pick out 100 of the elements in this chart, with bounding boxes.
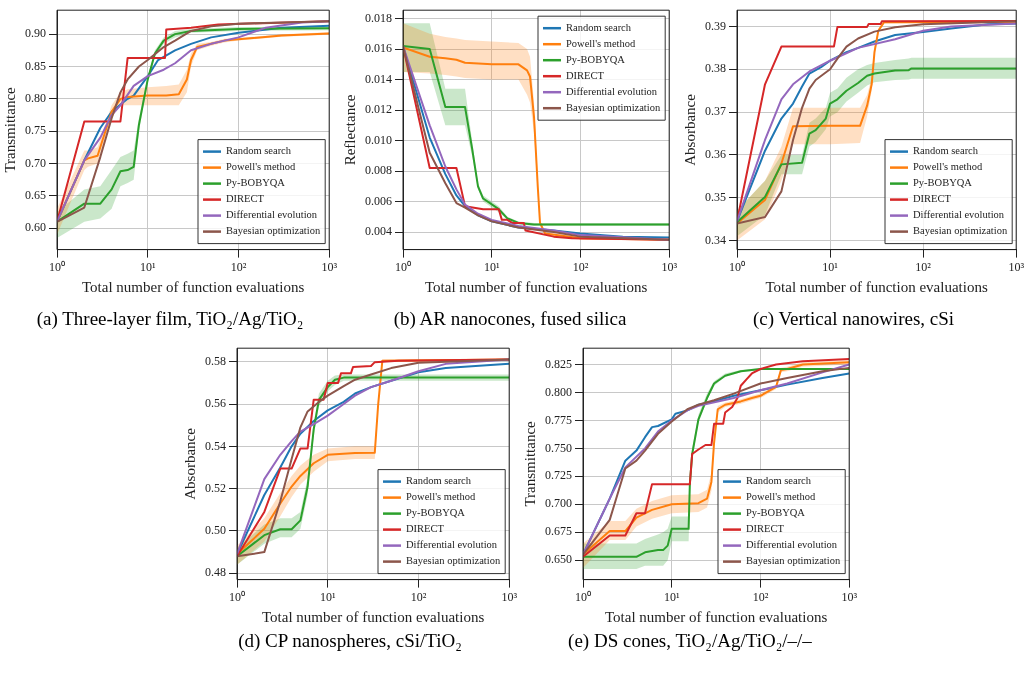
y-tick-label: 0.006 bbox=[365, 193, 392, 208]
y-axis-title: Transmittance bbox=[521, 420, 538, 507]
legend-label: DIRECT bbox=[406, 523, 445, 535]
y-tick-label: 0.65 bbox=[25, 188, 46, 203]
text: (b) AR nanocones, fused silica bbox=[392, 308, 628, 330]
x-tick-label: 10⁰ bbox=[49, 259, 65, 274]
text: (e) DS cones, TiO₂/Ag/TiO₂/–/– bbox=[567, 630, 813, 652]
y-tick-label: 0.75 bbox=[25, 123, 46, 138]
y-axis-title: Absorbance bbox=[681, 93, 698, 166]
y-tick-label: 0.700 bbox=[545, 496, 572, 511]
x-axis-title: Total number of function evaluations bbox=[604, 608, 828, 625]
y-tick-label: 0.004 bbox=[365, 224, 392, 239]
legend-label: DIRECT bbox=[913, 193, 952, 205]
legend-label: DIRECT bbox=[746, 523, 785, 535]
y-tick-label: 0.36 bbox=[705, 147, 726, 162]
y-tick-label: 0.80 bbox=[25, 91, 46, 105]
y-tick-label: 0.37 bbox=[705, 104, 726, 119]
x-axis-title: Total number of function evaluations bbox=[261, 608, 485, 625]
legend-label: Random search bbox=[913, 145, 979, 157]
y-tick-label: 0.34 bbox=[705, 232, 726, 247]
x-axis-title: Total number of function evaluations bbox=[424, 278, 648, 295]
legend-label: Bayesian optimization bbox=[913, 225, 1008, 237]
legend-label: DIRECT bbox=[566, 69, 605, 81]
x-tick-label: 10² bbox=[752, 589, 769, 604]
y-tick-label: 0.750 bbox=[545, 440, 572, 455]
y-tick-label: 0.90 bbox=[25, 26, 46, 41]
y-tick-label: 0.800 bbox=[545, 384, 572, 399]
y-tick-label: 0.018 bbox=[365, 10, 392, 25]
legend-label: Differential evolution bbox=[566, 85, 658, 97]
x-tick-label: 10² bbox=[572, 259, 589, 274]
y-tick-label: 0.014 bbox=[365, 71, 392, 86]
legend-label: Py-BOBYQA bbox=[566, 53, 626, 65]
legend-label: Powell's method bbox=[226, 161, 297, 173]
x-tick-label: 10² bbox=[410, 589, 427, 604]
y-axis-title: Reflectance bbox=[341, 94, 358, 166]
text: (a) Three-layer film, TiO₂/Ag/TiO₂ bbox=[35, 308, 305, 330]
x-tick-label: 10³ bbox=[501, 589, 518, 604]
y-tick-label: 0.50 bbox=[205, 523, 226, 538]
y-tick-label: 0.012 bbox=[365, 102, 392, 117]
legend-label: Powell's method bbox=[406, 491, 477, 503]
x-tick-label: 10³ bbox=[321, 259, 338, 274]
legend-label: Differential evolution bbox=[226, 209, 318, 221]
y-tick-label: 0.650 bbox=[545, 552, 572, 567]
legend-label: Random search bbox=[566, 21, 632, 33]
y-tick-label: 0.35 bbox=[705, 189, 726, 204]
y-tick-label: 0.54 bbox=[205, 438, 226, 453]
x-tick-label: 10¹ bbox=[139, 259, 156, 274]
x-tick-label: 10² bbox=[915, 259, 932, 274]
legend-label: Differential evolution bbox=[406, 539, 498, 551]
x-axis-title: Total number of function evaluations bbox=[81, 278, 305, 295]
legend-label: Bayesian optimization bbox=[226, 225, 321, 237]
y-tick-label: 0.010 bbox=[365, 132, 392, 147]
y-tick-label: 0.60 bbox=[25, 220, 46, 235]
y-tick-label: 0.39 bbox=[705, 18, 726, 33]
y-tick-label: 0.56 bbox=[205, 396, 226, 411]
legend-label: Differential evolution bbox=[913, 209, 1005, 221]
x-tick-label: 10⁰ bbox=[229, 589, 245, 604]
x-tick-label: 10³ bbox=[661, 259, 678, 274]
y-tick-label: 0.48 bbox=[205, 565, 226, 580]
x-tick-label: 10¹ bbox=[822, 259, 839, 274]
y-tick-label: 0.58 bbox=[205, 353, 226, 368]
legend-label: Bayesian optimization bbox=[566, 101, 661, 113]
text: (c) Vertical nanowires, cSi bbox=[751, 308, 956, 330]
y-tick-label: 0.725 bbox=[545, 468, 572, 483]
y-tick-label: 0.775 bbox=[545, 412, 572, 427]
legend-label: Py-BOBYQA bbox=[406, 507, 466, 519]
legend-label: Py-BOBYQA bbox=[226, 177, 286, 189]
legend-label: Random search bbox=[746, 475, 812, 487]
legend-label: Bayesian optimization bbox=[746, 555, 841, 567]
legend-label: Random search bbox=[226, 145, 292, 157]
legend-label: DIRECT bbox=[226, 193, 265, 205]
y-tick-label: 0.70 bbox=[25, 155, 46, 170]
x-tick-label: 10⁰ bbox=[395, 259, 411, 274]
x-tick-label: 10¹ bbox=[663, 589, 680, 604]
x-tick-label: 10³ bbox=[1008, 259, 1025, 274]
x-tick-label: 10⁰ bbox=[729, 259, 745, 274]
legend-label: Differential evolution bbox=[746, 539, 838, 551]
y-tick-label: 0.52 bbox=[205, 480, 226, 495]
y-tick-label: 0.825 bbox=[545, 356, 572, 371]
legend-label: Random search bbox=[406, 475, 472, 487]
legend-label: Powell's method bbox=[566, 37, 637, 49]
x-axis-title: Total number of function evaluations bbox=[765, 278, 988, 295]
x-tick-label: 10³ bbox=[841, 589, 858, 604]
y-axis-title: Absorbance bbox=[181, 427, 198, 500]
y-tick-label: 0.675 bbox=[545, 524, 572, 539]
legend-label: Powell's method bbox=[746, 491, 817, 503]
y-tick-label: 0.016 bbox=[365, 41, 392, 56]
y-tick-label: 0.38 bbox=[705, 61, 726, 76]
legend-label: Bayesian optimization bbox=[406, 555, 501, 567]
text: (d) CP nanospheres, cSi/TiO₂ bbox=[237, 630, 463, 652]
y-tick-label: 0.85 bbox=[25, 58, 46, 73]
legend-label: Py-BOBYQA bbox=[746, 507, 806, 519]
x-tick-label: 10¹ bbox=[483, 259, 500, 274]
y-tick-label: 0.008 bbox=[365, 163, 392, 178]
x-tick-label: 10² bbox=[230, 259, 247, 274]
y-axis-title: Transmittance bbox=[1, 86, 18, 173]
legend-label: Py-BOBYQA bbox=[913, 177, 973, 189]
legend-label: Powell's method bbox=[913, 161, 984, 173]
x-tick-label: 10¹ bbox=[319, 589, 336, 604]
x-tick-label: 10⁰ bbox=[575, 589, 591, 604]
